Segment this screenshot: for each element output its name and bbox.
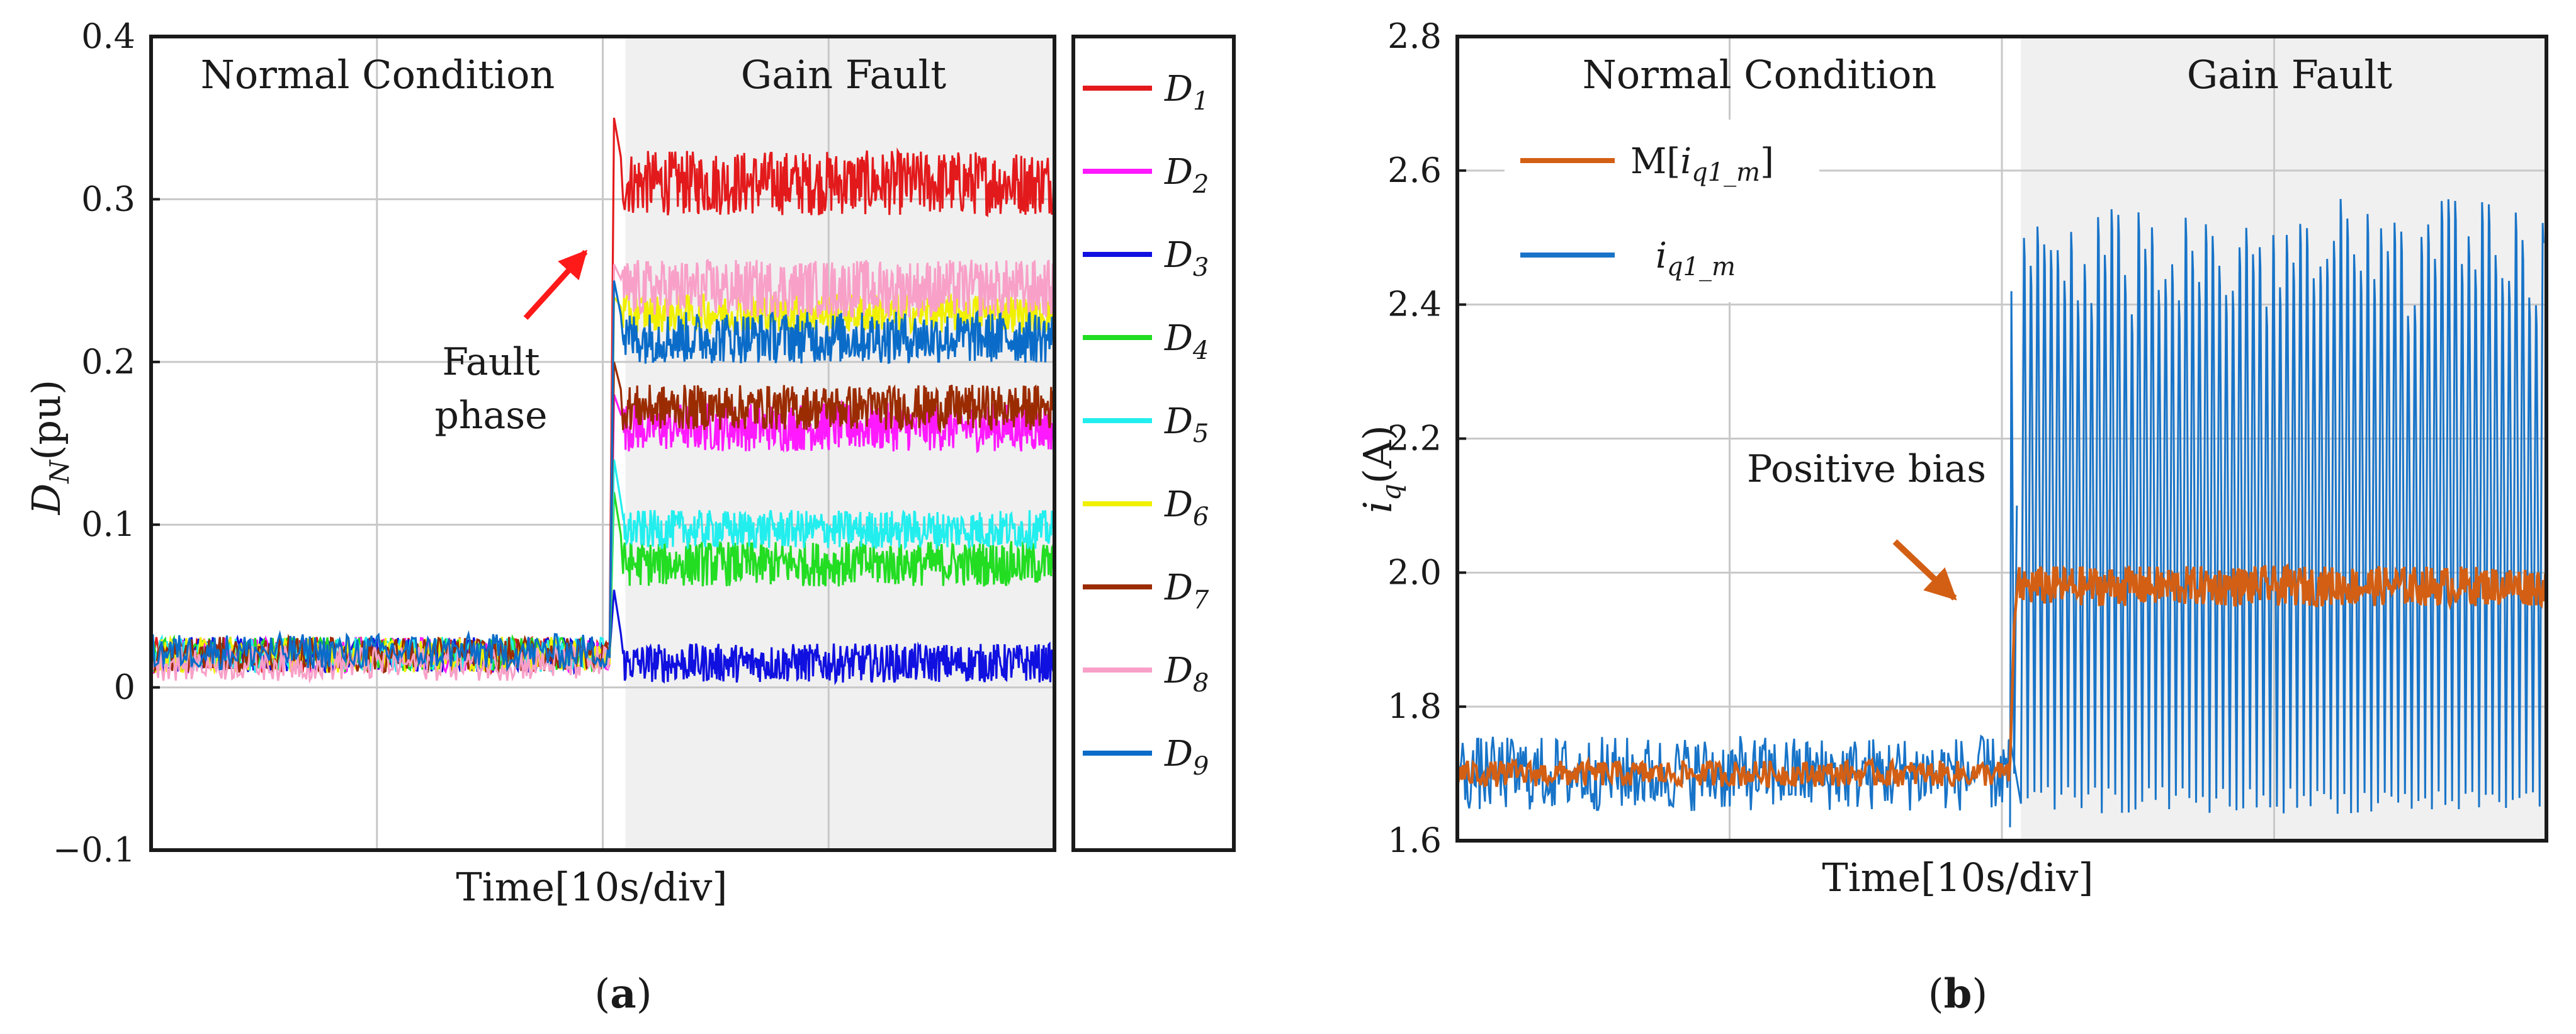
legend-label-D6: D6: [1164, 484, 1209, 531]
caption-a: (a): [594, 970, 652, 1018]
legend-label-M[iq1_m]: M[iq1_m]: [1630, 141, 1774, 187]
y-tick-label: 0.4: [81, 16, 135, 56]
x-axis-title-a: Time[10s/div]: [456, 864, 727, 910]
y-tick-label: −0.1: [53, 830, 135, 870]
legend-label-D1: D1: [1164, 69, 1209, 116]
legend-b: M[iq1_m] iq1_m: [1520, 141, 1774, 281]
region-label-normal-a: Normal Condition: [201, 52, 555, 98]
y-tick-labels-a: −0.1 0 0.1 0.2 0.3 0.4: [53, 16, 160, 870]
annotation-arrow-a: [523, 249, 588, 321]
legend-label-iq1_m: iq1_m: [1656, 236, 1736, 281]
series-group-b: [1455, 198, 2548, 827]
y-tick-label: 0.1: [81, 504, 135, 544]
y-tick-label: 2.8: [1387, 16, 1442, 56]
y-tick-label: 2.6: [1387, 151, 1442, 190]
y-tick-label: 1.6: [1387, 821, 1442, 860]
legend-label-D8: D8: [1164, 651, 1209, 698]
series-line-D8: [150, 258, 1056, 684]
annotation-fault-phase-line1: Fault: [442, 340, 539, 384]
legend-a: D1 D2 D3 D4 D5 D6 D7 D8 D9: [1083, 69, 1209, 781]
annotation-fault-phase-line2: phase: [434, 394, 547, 438]
y-tick-label: 2.4: [1387, 285, 1442, 324]
series-group-a: [150, 117, 1056, 686]
panel-a: −0.1 0 0.1 0.2 0.3 0.4 Normal Condition Gain …: [23, 16, 1236, 1018]
x-axis-title-b: Time[10s/div]: [1822, 855, 2093, 900]
legend-label-D9: D9: [1164, 734, 1209, 781]
plot-frame-a: [149, 35, 1056, 852]
y-axis-title-b: iq(A): [1355, 425, 1406, 513]
y-tick-labels-b: 1.6 1.8 2.0 2.2 2.4 2.6 2.8: [1387, 16, 1466, 860]
legend-label-D4: D4: [1164, 318, 1209, 365]
series-line-D7: [150, 361, 1056, 674]
y-tick-label: 2.2: [1387, 419, 1442, 458]
y-tick-label: 0: [114, 668, 135, 707]
series-transient-iq1_m: [2009, 291, 2018, 827]
region-label-fault-b: Gain Fault: [2187, 52, 2392, 98]
y-tick-label: 1.8: [1387, 686, 1442, 726]
y-tick-label: 0.3: [81, 179, 135, 219]
y-tick-label: 0.2: [81, 342, 135, 382]
panel-b: 1.6 1.8 2.0 2.2 2.4 2.6 2.8 Normal Condition G…: [1355, 16, 2548, 1018]
legend-label-D7: D7: [1164, 567, 1209, 615]
legend-label-D5: D5: [1164, 401, 1209, 448]
annotation-arrow-b: [1892, 539, 1957, 601]
annotation-positive-bias: Positive bias: [1747, 447, 1986, 491]
series-line-D9: [150, 280, 1056, 673]
series-line-M-iq1_m: [1455, 562, 2548, 788]
caption-b: (b): [1928, 970, 1988, 1018]
region-label-fault-a: Gain Fault: [741, 52, 946, 98]
legend-box-a: [1071, 35, 1236, 852]
legend-label-D3: D3: [1164, 235, 1209, 282]
y-axis-title-a: DN(pu): [23, 380, 75, 515]
legend-label-D2: D2: [1164, 152, 1209, 199]
region-label-normal-b: Normal Condition: [1583, 52, 1937, 98]
legend-bg-b: [1505, 120, 1819, 302]
y-tick-label: 2.0: [1387, 552, 1442, 592]
